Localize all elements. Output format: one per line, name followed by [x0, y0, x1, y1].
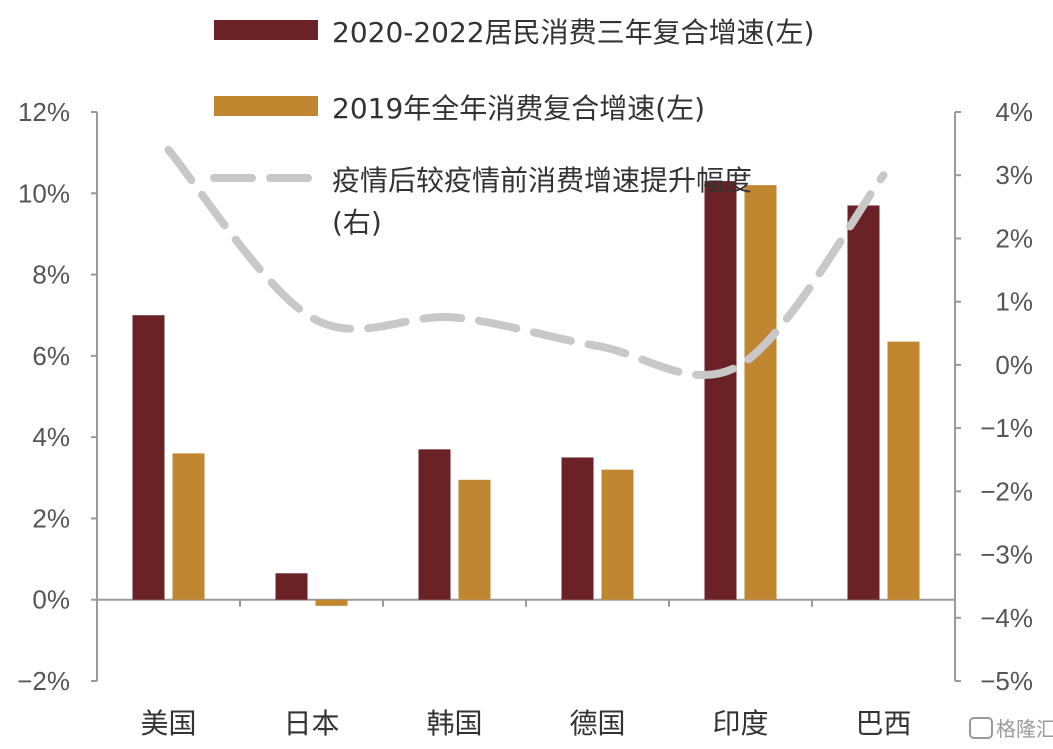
bar-series-1: [847, 205, 880, 600]
bar-series-2: [601, 469, 634, 600]
legend-swatch-series-2: [214, 96, 318, 116]
bar-series-2: [315, 599, 348, 606]
bar-series-1: [132, 315, 165, 600]
bar-series-2: [172, 453, 205, 600]
bar-series-2: [887, 341, 920, 600]
bar-series-1: [275, 573, 308, 600]
bar-series-1: [704, 181, 737, 600]
legend: 2020-2022居民消费三年复合增速(左) 2019年全年消费复合增速(左) …: [210, 16, 814, 239]
right-axis-tick-label: 3%: [995, 160, 1033, 190]
left-axis-tick-label: 0%: [32, 585, 70, 615]
bar-series-1: [561, 457, 594, 600]
bar-series-2: [744, 185, 777, 600]
watermark: 格隆汇: [969, 717, 1053, 741]
watermark-icon: [969, 717, 993, 739]
category-label: 日本: [283, 707, 339, 740]
left-axis-tick-label: 12%: [18, 97, 70, 127]
category-label: 德国: [569, 707, 625, 740]
left-axis-tick-label: 6%: [32, 341, 70, 371]
left-axis-tick-label: 8%: [32, 260, 70, 290]
legend-label-series-3-suffix: (右): [332, 206, 382, 239]
right-axis-tick-label: −2%: [980, 476, 1033, 506]
category-label: 印度: [712, 707, 768, 740]
right-axis-tick-label: −4%: [980, 603, 1033, 633]
legend-label-series-2: 2019年全年消费复合增速(左): [332, 92, 705, 125]
category-label: 美国: [140, 707, 196, 740]
left-axis-tick-label: 4%: [32, 422, 70, 452]
line-series: [164, 145, 888, 379]
right-axis-tick-label: 2%: [995, 223, 1033, 253]
left-axis-tick-label: 2%: [32, 503, 70, 533]
legend-label-series-3: 疫情后较疫情前消费增速提升幅度: [332, 164, 752, 197]
right-axis-tick-label: −3%: [980, 540, 1033, 570]
right-axis-tick-label: 1%: [995, 287, 1033, 317]
category-label: 韩国: [426, 707, 482, 740]
right-axis-tick-label: −1%: [980, 413, 1033, 443]
bars: [132, 181, 920, 606]
line-series-path: [164, 145, 888, 379]
bar-series-1: [418, 449, 451, 600]
right-axis-tick-label: −5%: [980, 666, 1033, 696]
right-axis-tick-label: 0%: [995, 350, 1033, 380]
left-axis-tick-label: −2%: [17, 666, 70, 696]
category-label: 巴西: [855, 707, 911, 740]
legend-label-series-1: 2020-2022居民消费三年复合增速(左): [332, 16, 814, 49]
right-axis-tick-label: 4%: [995, 97, 1033, 127]
bar-series-2: [458, 479, 491, 600]
axes: −2% 0% 2% 4% 6% 8% 10% 12% −5% −4% −3% −2% −1% 0% 1% 2%…: [17, 97, 1033, 740]
legend-swatch-series-1: [214, 20, 318, 40]
left-axis-tick-label: 10%: [18, 178, 70, 208]
watermark-text: 格隆汇: [996, 717, 1053, 741]
